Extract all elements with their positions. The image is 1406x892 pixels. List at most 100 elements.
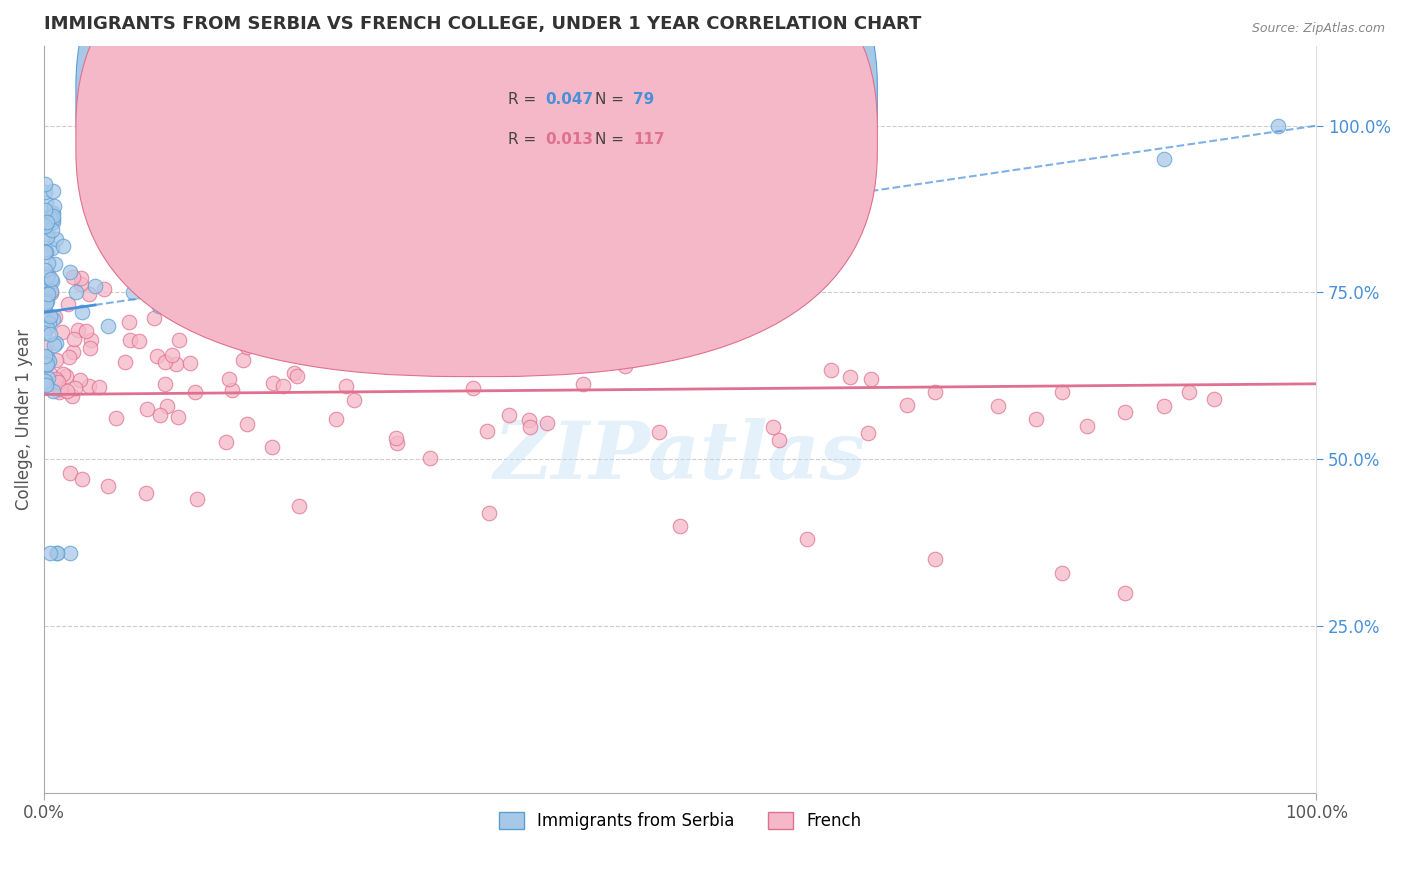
Point [37, 350, 59, 364]
Point [470, 344, 492, 359]
Point [1050, 385, 1073, 400]
Point [34, 326, 56, 341]
Point [32, 282, 55, 296]
Point [35, 376, 58, 391]
Point [79, 341, 101, 355]
Point [51, 325, 73, 339]
Point [34, 196, 56, 211]
Point [34, 178, 56, 192]
Point [186, 252, 208, 266]
Point [240, 333, 263, 347]
Point [184, 384, 207, 399]
Point [221, 383, 243, 397]
Point [519, 420, 541, 434]
Text: 0.013: 0.013 [546, 131, 593, 146]
Point [475, 425, 498, 439]
Point [120, 333, 142, 347]
Point [1153, 152, 1175, 166]
Point [148, 408, 170, 422]
Point [35, 215, 58, 229]
Point [45, 232, 67, 246]
Point [215, 435, 238, 450]
Point [41, 206, 63, 220]
Point [34, 378, 56, 392]
Point [924, 385, 946, 400]
Point [35, 290, 58, 304]
Point [287, 338, 309, 352]
Point [536, 416, 558, 430]
Point [42, 209, 65, 223]
Point [156, 400, 179, 414]
Point [46, 376, 69, 390]
Point [38, 316, 60, 330]
Point [34, 349, 56, 363]
Point [820, 362, 842, 376]
Point [146, 350, 169, 364]
Point [267, 337, 290, 351]
Point [34, 202, 56, 217]
Point [37, 286, 59, 301]
Point [285, 369, 308, 384]
Point [37, 256, 59, 270]
Point [34, 185, 56, 199]
Text: 0.047: 0.047 [546, 92, 593, 107]
Point [37, 268, 59, 282]
Point [34, 297, 56, 311]
Y-axis label: College, Under 1 year: College, Under 1 year [15, 328, 32, 509]
Point [1267, 119, 1289, 133]
Point [325, 412, 347, 426]
Point [342, 326, 364, 341]
Point [39, 211, 62, 225]
Point [342, 393, 364, 408]
Point [614, 359, 637, 373]
Point [62, 269, 84, 284]
Point [283, 367, 305, 381]
Point [65, 285, 87, 300]
Legend: Immigrants from Serbia, French: Immigrants from Serbia, French [492, 805, 868, 837]
Point [34, 303, 56, 318]
Point [44, 198, 66, 212]
Point [35, 269, 58, 284]
Point [45, 372, 67, 386]
Point [1178, 385, 1201, 400]
Point [117, 315, 139, 329]
Point [218, 372, 240, 386]
Point [93, 282, 115, 296]
Point [89, 380, 111, 394]
Point [63, 332, 86, 346]
Point [35, 244, 58, 259]
Point [1025, 412, 1047, 426]
Point [48, 384, 70, 399]
Point [385, 436, 408, 450]
Point [37, 230, 59, 244]
FancyBboxPatch shape [76, 0, 877, 337]
Point [84, 278, 107, 293]
Point [45, 545, 67, 559]
Point [186, 492, 208, 507]
Point [97, 318, 120, 333]
Point [274, 325, 297, 339]
Point [896, 398, 918, 412]
Point [287, 499, 309, 513]
Point [77, 286, 100, 301]
Point [75, 324, 97, 338]
Point [34, 262, 56, 277]
Point [167, 409, 190, 424]
Point [114, 355, 136, 369]
Point [1076, 418, 1098, 433]
Point [35, 286, 58, 301]
Point [97, 479, 120, 493]
Point [38, 354, 60, 368]
FancyBboxPatch shape [76, 0, 877, 376]
Point [419, 450, 441, 465]
Point [41, 286, 63, 301]
Point [271, 379, 294, 393]
Point [66, 323, 89, 337]
Point [461, 381, 484, 395]
Point [80, 334, 103, 348]
Point [41, 242, 63, 256]
Point [56, 297, 79, 311]
Text: R =: R = [509, 131, 541, 146]
Point [52, 239, 75, 253]
Point [56, 384, 79, 399]
